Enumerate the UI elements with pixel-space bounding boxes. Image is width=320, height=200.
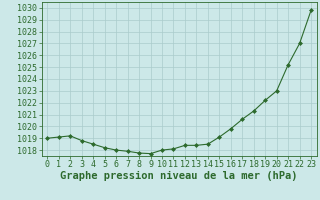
X-axis label: Graphe pression niveau de la mer (hPa): Graphe pression niveau de la mer (hPa)	[60, 171, 298, 181]
